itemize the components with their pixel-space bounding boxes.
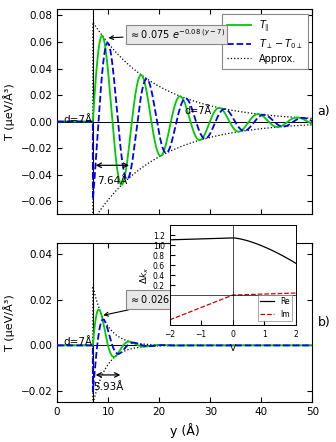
- Re: [271, 248, 275, 254]
- Y-axis label: T (μeV/Å³): T (μeV/Å³): [3, 83, 15, 140]
- Re: [228, 235, 232, 240]
- Im: [236, 292, 240, 297]
- Legend: Re, Im: Re, Im: [258, 295, 292, 321]
- Text: d=7Å: d=7Å: [185, 106, 212, 115]
- Y-axis label: $\Delta k_x$: $\Delta k_x$: [139, 267, 151, 284]
- Text: 5.93Å: 5.93Å: [93, 382, 123, 392]
- Legend: $T_{\|}$, $T_{\perp}-T_{0\perp}$, Approx.: $T_{\|}$, $T_{\perp}-T_{0\perp}$, Approx…: [222, 14, 308, 69]
- Im: [291, 290, 295, 296]
- Text: 7.64Å: 7.64Å: [97, 176, 127, 186]
- Re: [236, 236, 240, 241]
- Re: [243, 237, 247, 243]
- Im: [243, 292, 247, 297]
- Re: [231, 235, 235, 240]
- Im: [228, 293, 232, 299]
- Text: a): a): [318, 105, 330, 118]
- Re: [168, 237, 172, 243]
- Text: $\approx 0.075\ e^{-0.08\ (y-7)}$: $\approx 0.075\ e^{-0.08\ (y-7)}$: [110, 27, 225, 42]
- X-axis label: V: V: [229, 344, 236, 353]
- Im: [168, 317, 172, 323]
- X-axis label: y (Å): y (Å): [170, 423, 200, 438]
- Re: [227, 235, 232, 240]
- Im: [227, 293, 232, 299]
- Text: d=7Å: d=7Å: [63, 115, 92, 125]
- Re: [294, 260, 298, 266]
- Text: $\approx 0.026\ e^{-0.38\ (y-7)}$: $\approx 0.026\ e^{-0.38\ (y-7)}$: [104, 293, 225, 316]
- Text: b): b): [318, 316, 330, 329]
- Line: Im: Im: [170, 293, 296, 320]
- Line: Re: Re: [170, 238, 296, 263]
- Text: d=7Å: d=7Å: [63, 337, 92, 347]
- Y-axis label: T (μeV/Å³): T (μeV/Å³): [3, 294, 15, 351]
- Re: [291, 259, 295, 264]
- Im: [294, 290, 298, 296]
- Im: [271, 291, 275, 297]
